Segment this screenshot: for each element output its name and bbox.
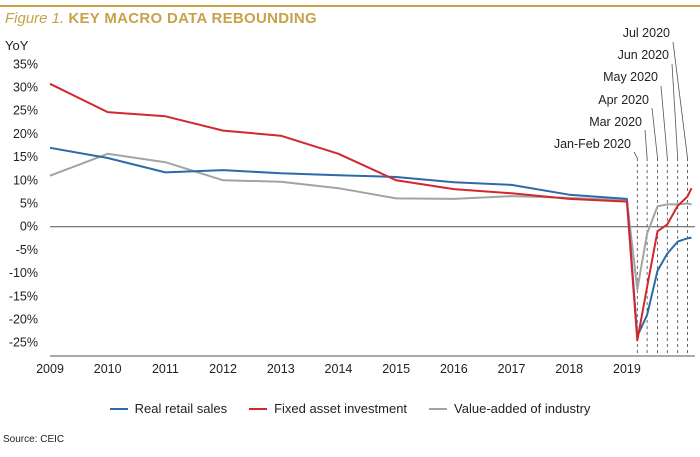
legend: Real retail sales Fixed asset investment…: [0, 401, 700, 416]
legend-item-retail: Real retail sales: [109, 401, 228, 416]
y-tick-label: -25%: [9, 336, 38, 350]
legend-swatch-industry: [429, 407, 448, 410]
y-tick-label: -5%: [16, 243, 38, 257]
line-chart: YoY 35% 30% 25% 20% 15% 10% 5% 0% -5% -10% -15% -20…: [5, 26, 695, 376]
y-tick-label: 35%: [13, 57, 38, 71]
y-tick-label: -15%: [9, 289, 38, 303]
y-tick-label: 10%: [13, 173, 38, 187]
month-annotation-label: Jan-Feb 2020: [554, 137, 631, 151]
legend-label-industry: Value-added of industry: [454, 401, 591, 416]
series-line-fai: [49, 82, 693, 342]
source-note: Source: CEIC: [3, 434, 65, 445]
figure-label: Figure 1.: [5, 10, 65, 27]
month-annotation-leader: [633, 151, 638, 159]
figure-title: Figure 1. KEY MACRO DATA REBOUNDING: [5, 10, 317, 27]
month-annotation-leader: [651, 107, 658, 159]
month-annotation-leader: [660, 85, 668, 159]
y-tick-label: 0%: [20, 220, 38, 234]
y-tick-label: 30%: [13, 80, 38, 94]
month-annotation-leader: [672, 41, 688, 159]
series-line-industry: [49, 152, 692, 291]
y-axis-label: YoY: [5, 38, 29, 53]
series-line-retail: [49, 146, 692, 338]
month-annotation-leader: [644, 129, 648, 159]
y-tick-labels: 35% 30% 25% 20% 15% 10% 5% 0% -5% -10% -15% -20% -25…: [9, 57, 38, 349]
x-tick-label: 2014: [325, 362, 353, 376]
legend-item-industry: Value-added of industry: [429, 401, 590, 416]
monthly-markers: [636, 158, 688, 356]
month-annotation-leader: [671, 63, 679, 159]
legend-item-fai: Fixed asset investment: [249, 401, 407, 416]
month-annotation-label: Mar 2020: [589, 115, 642, 129]
x-tick-labels: 2009 2010 2011 2012 2013 2014 2015 2016 2017 2018…: [36, 362, 641, 376]
month-annotations: Jan-Feb 2020 Mar 2020 Apr 2020 May 2020 Jun …: [554, 26, 688, 159]
month-annotation-label: May 2020: [603, 70, 658, 84]
x-tick-label: 2011: [152, 362, 179, 376]
top-rule: [0, 5, 700, 7]
legend-swatch-retail: [109, 407, 128, 410]
series-lines: [49, 82, 693, 342]
legend-swatch-fai: [249, 407, 268, 410]
x-tick-label: 2015: [382, 362, 410, 376]
x-tick-label: 2016: [440, 362, 468, 376]
y-tick-label: 5%: [20, 197, 38, 211]
x-tick-label: 2009: [36, 362, 64, 376]
figure-name: KEY MACRO DATA REBOUNDING: [68, 10, 317, 27]
y-tick-label: 25%: [13, 104, 38, 118]
y-tick-label: 20%: [13, 127, 38, 141]
legend-label-fai: Fixed asset investment: [274, 401, 408, 416]
x-tick-label: 2013: [267, 362, 295, 376]
legend-label-retail: Real retail sales: [134, 401, 228, 416]
x-tick-label: 2012: [209, 362, 237, 376]
month-annotation-label: Jul 2020: [623, 26, 670, 40]
x-tick-label: 2018: [555, 362, 583, 376]
y-tick-label: -10%: [9, 266, 38, 280]
x-tick-label: 2010: [94, 362, 122, 376]
x-tick-label: 2017: [498, 362, 526, 376]
month-annotation-label: Jun 2020: [618, 48, 669, 62]
month-annotation-label: Apr 2020: [598, 93, 649, 107]
y-tick-label: -20%: [9, 313, 38, 327]
y-tick-label: 15%: [13, 150, 38, 164]
x-tick-label: 2019: [613, 362, 641, 376]
axes: [50, 226, 695, 357]
